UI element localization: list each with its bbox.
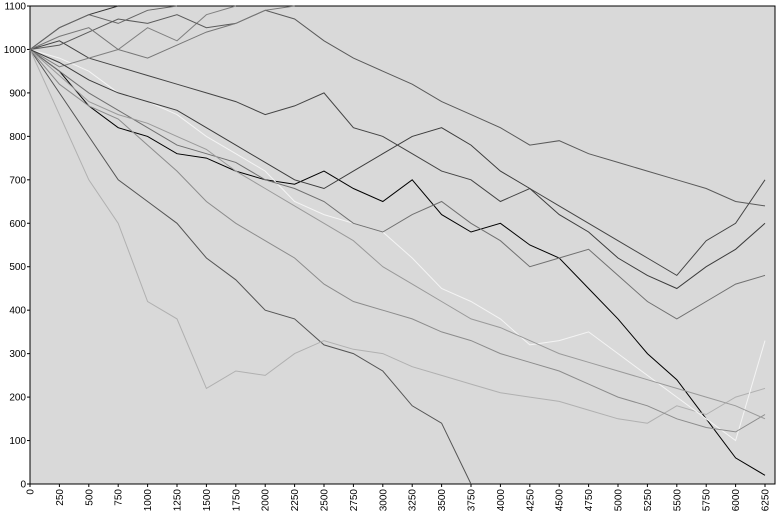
- x-tick-label: 1000: [143, 489, 154, 512]
- x-tick-label: 4000: [496, 489, 507, 512]
- y-tick-label: 0: [20, 480, 26, 491]
- series-line: [29, 49, 766, 420]
- x-tick-label: 6250: [761, 489, 772, 512]
- x-tick-label: 2750: [349, 489, 360, 512]
- x-tick-label: 4750: [584, 489, 595, 512]
- x-tick-label: 3250: [408, 489, 419, 512]
- x-tick-label: 1750: [231, 489, 242, 512]
- y-tick-label: 600: [9, 219, 26, 230]
- x-tick-label: 2250: [290, 489, 301, 512]
- series-line: [29, 49, 472, 485]
- x-tick-label: 5750: [702, 489, 713, 512]
- series-line: [29, 49, 766, 433]
- x-tick-label: 4500: [555, 489, 566, 512]
- series-line: [29, 5, 295, 59]
- series-line: [29, 49, 766, 290]
- y-tick-label: 800: [9, 132, 26, 143]
- series-line: [29, 49, 766, 442]
- y-tick-label: 900: [9, 88, 26, 99]
- y-tick-label: 400: [9, 306, 26, 317]
- y-tick-label: 200: [9, 393, 26, 404]
- x-tick-label: 1500: [202, 489, 213, 512]
- x-tick-label: 750: [114, 489, 125, 506]
- series-line: [29, 9, 766, 207]
- x-tick-label: 250: [55, 489, 66, 506]
- x-tick-label: 3500: [437, 489, 448, 512]
- x-tick-label: 3750: [467, 489, 478, 512]
- series-line: [29, 49, 766, 424]
- series-line: [29, 49, 766, 320]
- y-tick-label: 500: [9, 262, 26, 273]
- y-tick-label: 1100: [4, 2, 26, 13]
- plot-area: [29, 5, 776, 485]
- y-tick-label: 100: [9, 436, 26, 447]
- x-tick-label: 500: [84, 489, 95, 506]
- x-tick-label: 5500: [672, 489, 683, 512]
- x-tick-label: 5000: [614, 489, 625, 512]
- x-tick-label: 3000: [378, 489, 389, 512]
- x-tick-label: 6000: [731, 489, 742, 512]
- series-line: [29, 5, 178, 50]
- y-tick-label: 300: [9, 349, 26, 360]
- y-tick-label: 1000: [4, 45, 27, 56]
- x-tick-label: 2500: [320, 489, 331, 512]
- x-tick-label: 4250: [525, 489, 536, 512]
- y-tick-label: 700: [9, 175, 26, 186]
- x-tick-label: 2000: [261, 489, 272, 512]
- series-line: [29, 49, 766, 476]
- x-tick-label: 1250: [173, 489, 184, 512]
- x-tick-label: 0: [26, 489, 37, 495]
- x-tick-label: 5250: [643, 489, 654, 512]
